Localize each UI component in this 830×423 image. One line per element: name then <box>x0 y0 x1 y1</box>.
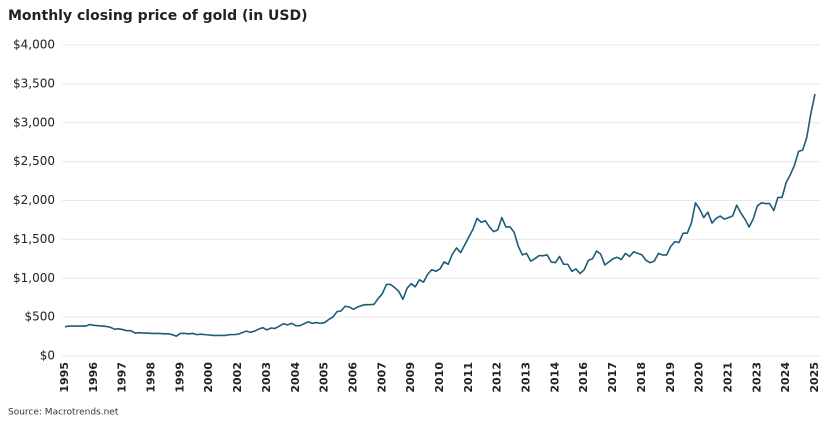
x-tick-label: 2021 <box>721 362 734 393</box>
x-tick-label: 2004 <box>289 362 302 393</box>
x-tick-label: 2006 <box>346 362 359 393</box>
y-tick-label: $2,500 <box>13 154 55 168</box>
x-tick-label: 2025 <box>808 362 821 393</box>
y-tick-label: $500 <box>24 310 55 324</box>
x-tick-label: 1997 <box>116 362 129 393</box>
x-tick-label: 2012 <box>491 362 504 393</box>
x-tick-label: 2023 <box>750 362 763 393</box>
x-tick-label: 2007 <box>375 362 388 393</box>
x-tick-label: 2000 <box>202 362 215 393</box>
x-tick-label: 2009 <box>404 362 417 393</box>
y-tick-label: $4,000 <box>13 38 55 52</box>
chart-title: Monthly closing price of gold (in USD) <box>8 8 308 24</box>
y-tick-label: $3,000 <box>13 115 55 129</box>
x-tick-label: 2019 <box>664 362 677 393</box>
x-tick-label: 1999 <box>173 362 186 393</box>
x-tick-label: 1998 <box>145 362 158 393</box>
y-tick-label: $1,000 <box>13 271 55 285</box>
x-tick-label: 2017 <box>606 362 619 393</box>
x-tick-label: 2013 <box>520 362 533 393</box>
x-tick-label: 1995 <box>58 362 71 393</box>
y-tick-label: $1,500 <box>13 232 55 246</box>
y-tick-label: $3,500 <box>13 76 55 90</box>
x-tick-label: 2016 <box>577 362 590 393</box>
x-tick-label: 2003 <box>260 362 273 393</box>
x-tick-label: 2011 <box>462 362 475 393</box>
x-tick-label: 2005 <box>318 362 331 393</box>
source-note: Source: Macrotrends.net <box>8 408 119 418</box>
x-tick-label: 2018 <box>635 362 648 393</box>
x-tick-label: 2002 <box>231 362 244 393</box>
x-tick-label: 1996 <box>87 362 100 393</box>
x-tick-label: 2010 <box>433 362 446 393</box>
x-tick-label: 2024 <box>779 362 792 393</box>
x-tick-label: 2014 <box>548 362 561 393</box>
price-line <box>64 93 816 337</box>
y-tick-label: $0 <box>40 349 55 363</box>
y-tick-label: $2,000 <box>13 193 55 207</box>
x-tick-label: 2020 <box>693 362 706 393</box>
